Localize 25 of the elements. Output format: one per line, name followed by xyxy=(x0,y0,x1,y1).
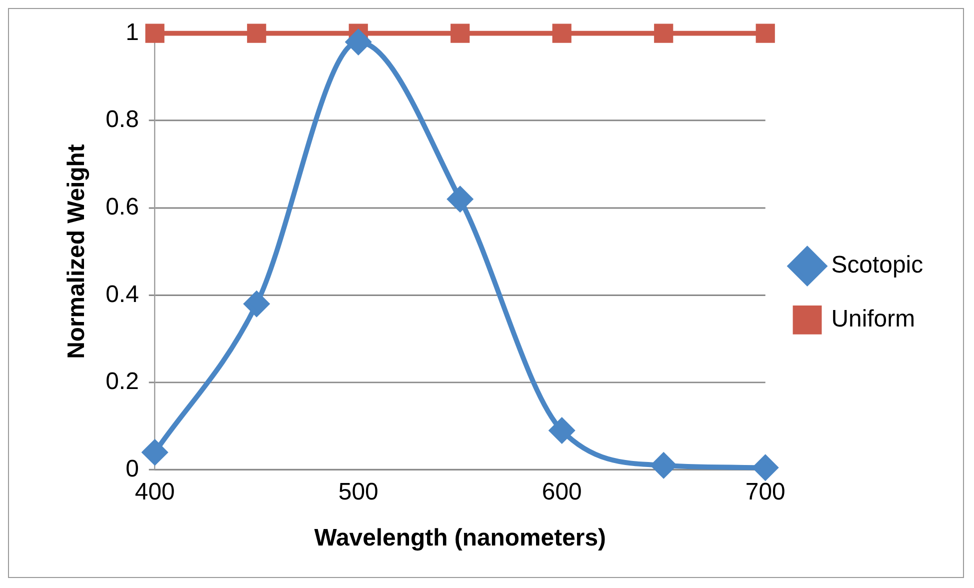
x-tick-label: 600 xyxy=(542,478,582,506)
point xyxy=(450,24,470,43)
legend-label: Uniform xyxy=(831,306,916,333)
point xyxy=(244,291,270,316)
y-tick-label: 1 xyxy=(126,18,139,46)
y-tick-label: 0.8 xyxy=(106,106,139,134)
x-tick-label: 500 xyxy=(338,478,378,506)
y-tick-label: 0.6 xyxy=(106,194,139,220)
point xyxy=(346,30,371,55)
point xyxy=(756,24,775,43)
point xyxy=(145,24,164,43)
point xyxy=(448,186,473,212)
point xyxy=(549,418,574,443)
point xyxy=(142,440,168,465)
y-tick-label: 0.4 xyxy=(106,280,139,308)
x-tick-label: 700 xyxy=(745,478,786,506)
legend-label: Scotopic xyxy=(831,252,924,279)
point xyxy=(651,452,676,478)
point xyxy=(654,24,674,43)
y-axis-title: Normalized Weight xyxy=(62,144,90,359)
point xyxy=(247,24,266,43)
point xyxy=(552,24,572,43)
x-axis-title: Wavelength (nanometers) xyxy=(314,524,606,552)
point xyxy=(752,455,778,480)
y-tick-label: 0.2 xyxy=(106,368,139,396)
